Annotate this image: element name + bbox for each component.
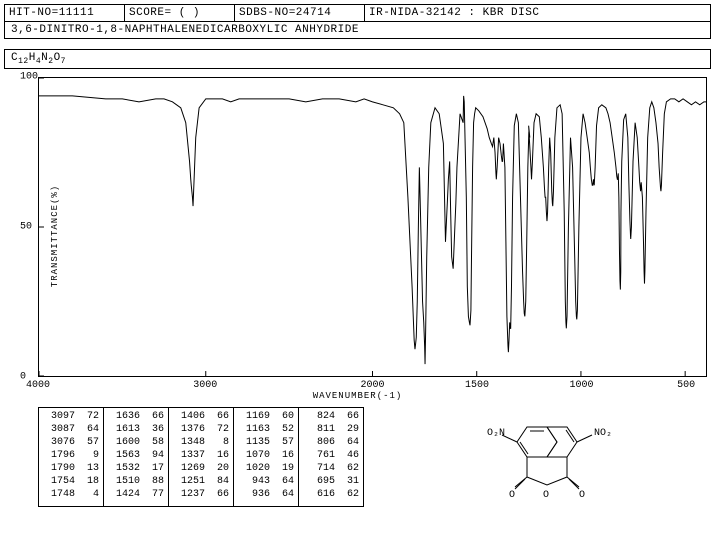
x-tick: 2000	[360, 380, 384, 391]
ir-nida-cell: IR-NIDA-32142 : KBR DISC	[365, 5, 710, 21]
no2-left-label: O₂N	[487, 428, 505, 439]
peak-row: 123766	[173, 488, 229, 501]
peak-row: 137672	[173, 423, 229, 436]
y-tick: 100	[20, 72, 38, 83]
peak-row: 156394	[108, 449, 164, 462]
peak-column: 82466811298066476146714626953161662	[299, 408, 363, 506]
o-right-label: O	[579, 490, 585, 501]
sdbs-no-cell: SDBS-NO=24714	[235, 5, 365, 21]
peak-column: 1406661376721348813371612692012518412376…	[169, 408, 234, 506]
hit-no-cell: HIT-NO=11111	[5, 5, 125, 21]
bottom-row: 3097723087643076571796917901317541817484…	[4, 407, 711, 507]
spectrum-line	[39, 78, 706, 376]
peak-row: 93664	[238, 488, 294, 501]
compound-name: 3,6-DINITRO-1,8-NAPHTHALENEDICARBOXYLIC …	[4, 22, 711, 39]
peak-row: 80664	[303, 436, 359, 449]
peak-column: 1636661613361600581563941532171510881424…	[104, 408, 169, 506]
molecular-formula: C12H4N2O7	[4, 49, 711, 69]
peak-row: 133716	[173, 449, 229, 462]
peak-row: 82466	[303, 410, 359, 423]
peak-row: 309772	[43, 410, 99, 423]
plot-box	[38, 77, 707, 377]
x-axis-label: WAVENUMBER(-1)	[313, 391, 403, 401]
peak-row: 113557	[238, 436, 294, 449]
peak-row: 81129	[303, 423, 359, 436]
score-cell: SCORE= ( )	[125, 5, 235, 21]
peak-row: 116352	[238, 423, 294, 436]
o-center-label: O	[543, 490, 549, 501]
peak-row: 160058	[108, 436, 164, 449]
peak-row: 17969	[43, 449, 99, 462]
peak-column: 3097723087643076571796917901317541817484	[39, 408, 104, 506]
peak-row: 107016	[238, 449, 294, 462]
structure-diagram: O₂N NO₂ O O O	[372, 407, 711, 507]
peak-row: 126920	[173, 462, 229, 475]
x-tick: 1000	[570, 380, 594, 391]
peak-row: 69531	[303, 475, 359, 488]
peak-row: 61662	[303, 488, 359, 501]
x-tick: 500	[677, 380, 695, 391]
peak-row: 151088	[108, 475, 164, 488]
peak-row: 94364	[238, 475, 294, 488]
peak-row: 175418	[43, 475, 99, 488]
molecule-svg: O₂N NO₂ O O O	[457, 407, 627, 507]
x-tick: 1500	[465, 380, 489, 391]
peak-row: 307657	[43, 436, 99, 449]
peak-row: 142477	[108, 488, 164, 501]
peak-row: 125184	[173, 475, 229, 488]
peak-row: 179013	[43, 462, 99, 475]
y-tick: 50	[20, 222, 32, 233]
peak-column: 1169601163521135571070161020199436493664	[234, 408, 299, 506]
ir-spectrum-chart: TRANSMITTANCE(%) 050100 4000300020001500…	[4, 71, 711, 401]
peak-table: 3097723087643076571796917901317541817484…	[38, 407, 364, 507]
peak-row: 153217	[108, 462, 164, 475]
peak-row: 163666	[108, 410, 164, 423]
header-row: HIT-NO=11111 SCORE= ( ) SDBS-NO=24714 IR…	[4, 4, 711, 22]
o-left-label: O	[509, 490, 515, 501]
peak-row: 140666	[173, 410, 229, 423]
peak-row: 161336	[108, 423, 164, 436]
peak-row: 116960	[238, 410, 294, 423]
peak-row: 71462	[303, 462, 359, 475]
no2-right-label: NO₂	[594, 428, 612, 439]
x-tick: 4000	[26, 380, 50, 391]
peak-row: 76146	[303, 449, 359, 462]
peak-row: 102019	[238, 462, 294, 475]
peak-row: 308764	[43, 423, 99, 436]
peak-row: 17484	[43, 488, 99, 501]
x-tick: 3000	[193, 380, 217, 391]
peak-row: 13488	[173, 436, 229, 449]
